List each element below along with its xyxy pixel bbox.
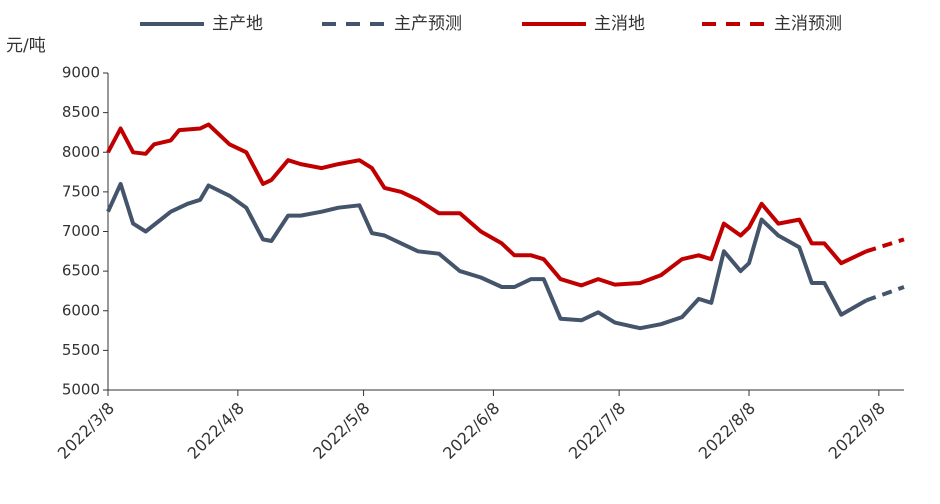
y-tick-label: 8000	[62, 143, 100, 161]
x-tick-label: 2022/3/8	[54, 399, 118, 463]
y-tick-label: 6500	[62, 262, 100, 280]
x-tick-label: 2022/4/8	[184, 399, 248, 463]
line-series	[865, 285, 905, 303]
x-tick-label: 2022/6/8	[439, 399, 503, 463]
x-tick-label: 2022/5/8	[309, 399, 373, 463]
line-series	[106, 181, 868, 331]
x-tick-label: 2022/8/8	[695, 399, 759, 463]
line-series	[865, 237, 905, 254]
x-tick-label: 2022/7/8	[565, 399, 629, 463]
legend-label: 主产地	[212, 14, 263, 34]
y-tick-label: 8500	[62, 103, 100, 121]
y-tick-label: 6000	[62, 301, 100, 319]
y-axis-label: 元/吨	[6, 36, 46, 56]
x-tick-label: 2022/9/8	[825, 399, 889, 463]
y-tick-label: 5500	[62, 341, 100, 359]
y-tick-label: 7000	[62, 222, 100, 240]
y-tick-label: 5000	[62, 381, 100, 399]
y-tick-label: 7500	[62, 182, 100, 200]
line-series	[106, 122, 868, 288]
legend-label: 主产预测	[394, 14, 462, 34]
y-tick-label: 9000	[62, 64, 100, 82]
legend-label: 主消地	[594, 14, 645, 34]
legend-label: 主消预测	[774, 14, 842, 34]
